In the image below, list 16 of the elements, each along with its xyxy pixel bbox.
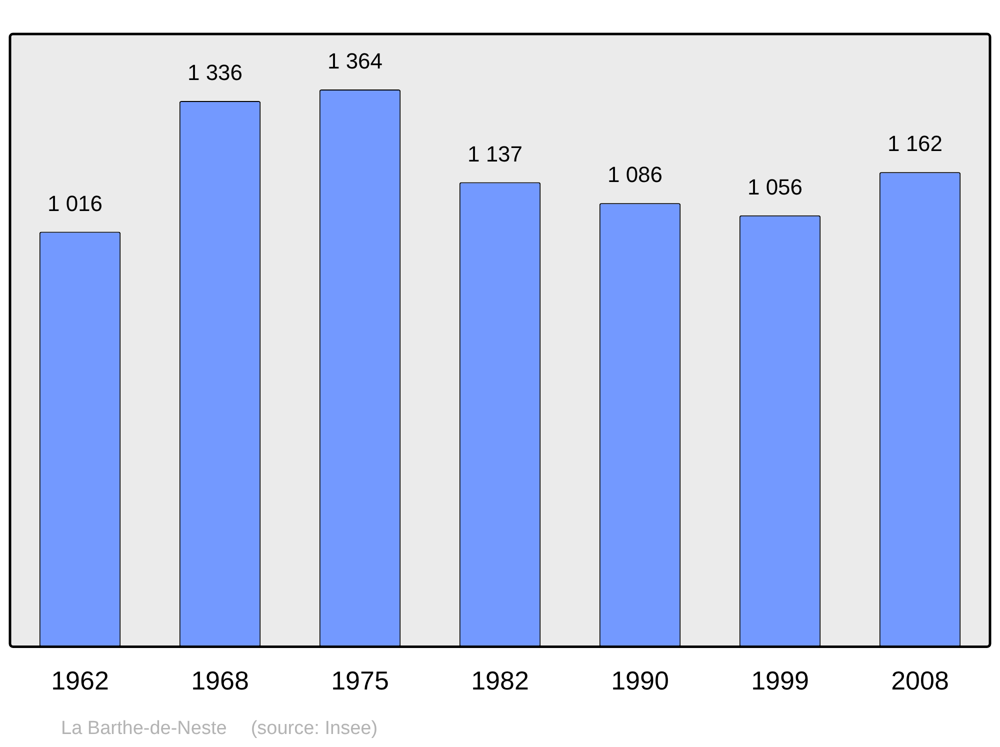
x-tick-label: 1999 bbox=[751, 666, 809, 696]
data-label: 1 162 bbox=[887, 131, 943, 156]
x-tick-label: 1982 bbox=[471, 666, 529, 696]
data-label: 1 086 bbox=[607, 162, 663, 188]
data-label: 1 056 bbox=[747, 174, 803, 200]
data-label: 1 016 bbox=[47, 190, 103, 216]
x-tick-label: 2008 bbox=[891, 666, 949, 696]
text: La Barthe-de-Neste bbox=[61, 718, 227, 740]
x-tick-label: 1968 bbox=[191, 666, 249, 696]
x-tick-label: 1990 bbox=[611, 666, 669, 696]
data-label: 1 364 bbox=[327, 48, 383, 74]
x-tick-label: 1975 bbox=[331, 666, 389, 696]
text: (source: Insee) bbox=[250, 718, 378, 740]
data-label: 1 137 bbox=[467, 141, 523, 166]
x-tick-label: 1962 bbox=[51, 666, 109, 696]
data-label: 1 336 bbox=[187, 60, 243, 86]
